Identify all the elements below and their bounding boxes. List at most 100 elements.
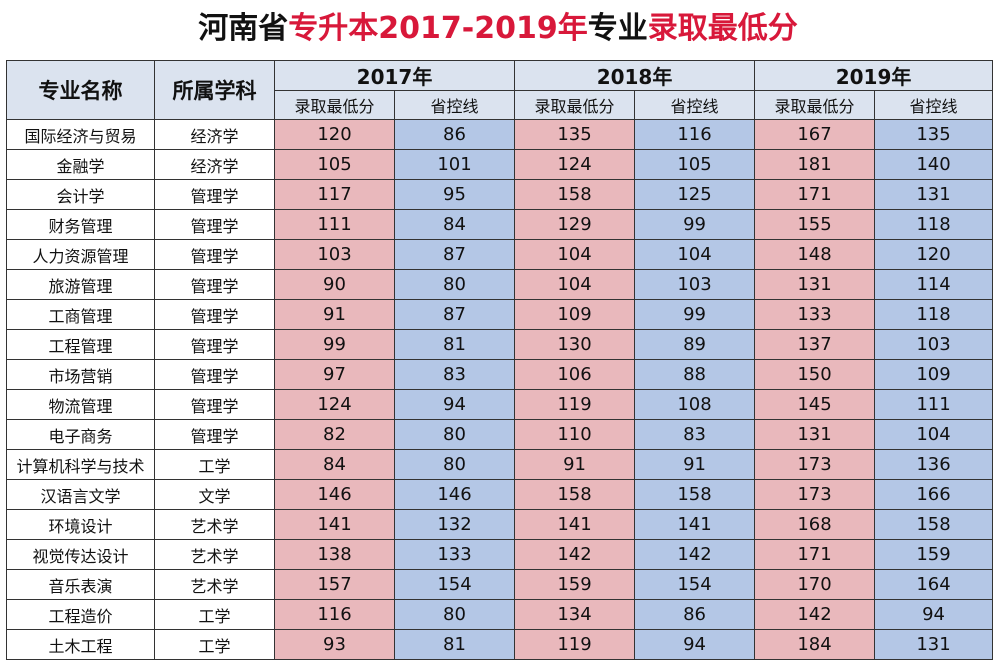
control-line-2019-cell: 94	[874, 599, 994, 630]
min-score-2017-cell: 99	[274, 329, 395, 360]
control-line-2019-cell: 131	[874, 179, 994, 210]
table-row: 工商管理 管理学 91 87 109 99 133 118	[6, 299, 994, 330]
table-row: 工程管理 管理学 99 81 130 89 137 103	[6, 329, 994, 360]
min-score-2017-cell: 90	[274, 269, 395, 300]
header-control-line-2017: 省控线	[393, 90, 516, 120]
min-score-2018-cell: 159	[514, 569, 636, 600]
min-score-2019-cell: 173	[754, 449, 876, 480]
table-row: 音乐表演 艺术学 157 154 159 154 170 164	[6, 569, 994, 600]
table-row: 财务管理 管理学 111 84 129 99 155 118	[6, 209, 994, 240]
min-score-2018-cell: 141	[514, 509, 636, 540]
min-score-2019-cell: 133	[754, 299, 876, 330]
major-cell: 环境设计	[6, 509, 155, 540]
category-cell: 经济学	[154, 119, 275, 150]
min-score-2019-cell: 155	[754, 209, 876, 240]
major-cell: 财务管理	[6, 209, 155, 240]
title-part-3: 专业	[587, 11, 648, 46]
min-score-2019-cell: 173	[754, 479, 876, 510]
table-row: 环境设计 艺术学 141 132 141 141 168 158	[6, 509, 994, 540]
header-year-2019: 2019年	[754, 60, 994, 91]
control-line-2018-cell: 141	[634, 509, 756, 540]
min-score-2017-cell: 82	[274, 419, 395, 450]
min-score-2017-cell: 138	[274, 539, 395, 570]
table-row: 汉语言文学 文学 146 146 158 158 173 166	[6, 479, 994, 510]
control-line-2017-cell: 80	[393, 269, 516, 300]
min-score-2017-cell: 141	[274, 509, 395, 540]
min-score-2019-cell: 148	[754, 239, 876, 270]
min-score-2018-cell: 104	[514, 269, 636, 300]
control-line-2017-cell: 101	[393, 149, 516, 180]
min-score-2019-cell: 171	[754, 539, 876, 570]
category-cell: 工学	[154, 599, 275, 630]
category-cell: 工学	[154, 449, 275, 480]
control-line-2019-cell: 109	[874, 359, 994, 390]
major-cell: 视觉传达设计	[6, 539, 155, 570]
control-line-2018-cell: 154	[634, 569, 756, 600]
min-score-2018-cell: 130	[514, 329, 636, 360]
major-cell: 旅游管理	[6, 269, 155, 300]
control-line-2019-cell: 103	[874, 329, 994, 360]
min-score-2017-cell: 146	[274, 479, 395, 510]
control-line-2019-cell: 131	[874, 629, 994, 660]
min-score-2018-cell: 134	[514, 599, 636, 630]
category-cell: 工学	[154, 629, 275, 660]
table-row: 视觉传达设计 艺术学 138 133 142 142 171 159	[6, 539, 994, 570]
category-cell: 管理学	[154, 419, 275, 450]
control-line-2018-cell: 99	[634, 299, 756, 330]
min-score-2017-cell: 117	[274, 179, 395, 210]
table-row: 土木工程 工学 93 81 119 94 184 131	[6, 629, 994, 660]
min-score-2017-cell: 120	[274, 119, 395, 150]
min-score-2017-cell: 91	[274, 299, 395, 330]
min-score-2018-cell: 106	[514, 359, 636, 390]
category-cell: 艺术学	[154, 509, 275, 540]
min-score-2017-cell: 103	[274, 239, 395, 270]
category-cell: 文学	[154, 479, 275, 510]
category-cell: 管理学	[154, 329, 275, 360]
min-score-2019-cell: 131	[754, 419, 876, 450]
min-score-2018-cell: 129	[514, 209, 636, 240]
major-cell: 工程造价	[6, 599, 155, 630]
control-line-2019-cell: 159	[874, 539, 994, 570]
control-line-2019-cell: 164	[874, 569, 994, 600]
control-line-2017-cell: 80	[393, 419, 516, 450]
category-cell: 艺术学	[154, 539, 275, 570]
control-line-2017-cell: 133	[393, 539, 516, 570]
major-cell: 物流管理	[6, 389, 155, 420]
control-line-2018-cell: 86	[634, 599, 756, 630]
table-body: 国际经济与贸易 经济学 120 86 135 116 167 135 金融学 经济学 105 101 1…	[6, 119, 994, 660]
min-score-2018-cell: 124	[514, 149, 636, 180]
control-line-2018-cell: 83	[634, 419, 756, 450]
min-score-2017-cell: 97	[274, 359, 395, 390]
control-line-2019-cell: 120	[874, 239, 994, 270]
major-cell: 国际经济与贸易	[6, 119, 155, 150]
major-cell: 电子商务	[6, 419, 155, 450]
category-cell: 经济学	[154, 149, 275, 180]
title-part-1: 河南省	[198, 11, 289, 46]
control-line-2017-cell: 87	[393, 239, 516, 270]
major-cell: 会计学	[6, 179, 155, 210]
major-cell: 音乐表演	[6, 569, 155, 600]
min-score-2018-cell: 119	[514, 629, 636, 660]
min-score-2019-cell: 131	[754, 269, 876, 300]
control-line-2017-cell: 83	[393, 359, 516, 390]
table-row: 旅游管理 管理学 90 80 104 103 131 114	[6, 269, 994, 300]
min-score-2018-cell: 135	[514, 119, 636, 150]
page-title: 河南省专升本2017-2019年专业录取最低分	[0, 0, 996, 58]
control-line-2019-cell: 118	[874, 209, 994, 240]
table-row: 物流管理 管理学 124 94 119 108 145 111	[6, 389, 994, 420]
control-line-2019-cell: 118	[874, 299, 994, 330]
major-cell: 工商管理	[6, 299, 155, 330]
min-score-2017-cell: 105	[274, 149, 395, 180]
header-control-line-2019: 省控线	[874, 90, 994, 120]
control-line-2017-cell: 81	[393, 329, 516, 360]
control-line-2019-cell: 114	[874, 269, 994, 300]
control-line-2017-cell: 146	[393, 479, 516, 510]
control-line-2018-cell: 94	[634, 629, 756, 660]
category-cell: 管理学	[154, 179, 275, 210]
min-score-2019-cell: 150	[754, 359, 876, 390]
category-cell: 管理学	[154, 359, 275, 390]
control-line-2017-cell: 87	[393, 299, 516, 330]
min-score-2019-cell: 170	[754, 569, 876, 600]
major-cell: 计算机科学与技术	[6, 449, 155, 480]
control-line-2017-cell: 80	[393, 599, 516, 630]
